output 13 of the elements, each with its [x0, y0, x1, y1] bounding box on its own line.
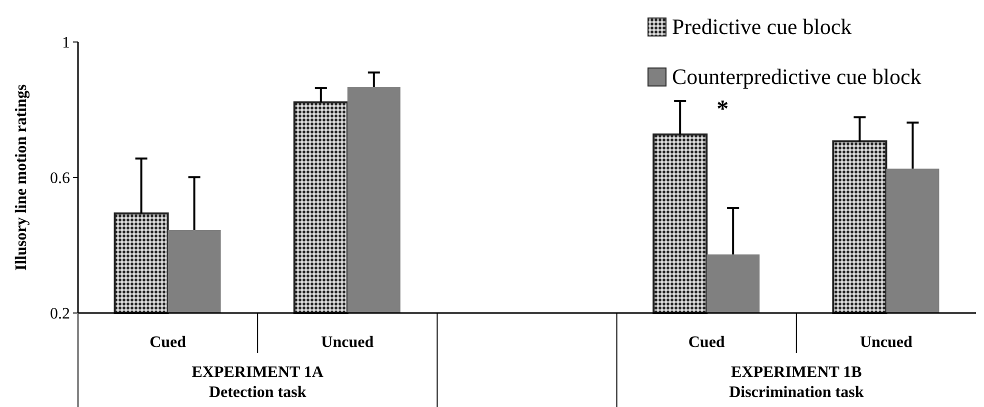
- x-tick-label: Uncued: [860, 334, 913, 351]
- legend-label: Counterpredictive cue block: [672, 64, 922, 89]
- text: EXPERIMENT 1A Detection task: [192, 364, 324, 401]
- x-tick-label: Cued: [150, 334, 186, 351]
- x-tick-label: Cued: [688, 334, 725, 351]
- y-axis-title: Illusory line motion ratings: [13, 84, 30, 271]
- annotation: *: [716, 96, 729, 122]
- y-tick-label: 1: [62, 34, 70, 52]
- x-tick-label: Uncued: [321, 334, 374, 351]
- y-tick-label: 0.2: [50, 306, 70, 323]
- text: EXPERIMENT 1B Discrimination task: [729, 364, 864, 401]
- y-tick-label: 0.6: [50, 170, 70, 188]
- legend-label: Predictive cue block: [672, 14, 852, 39]
